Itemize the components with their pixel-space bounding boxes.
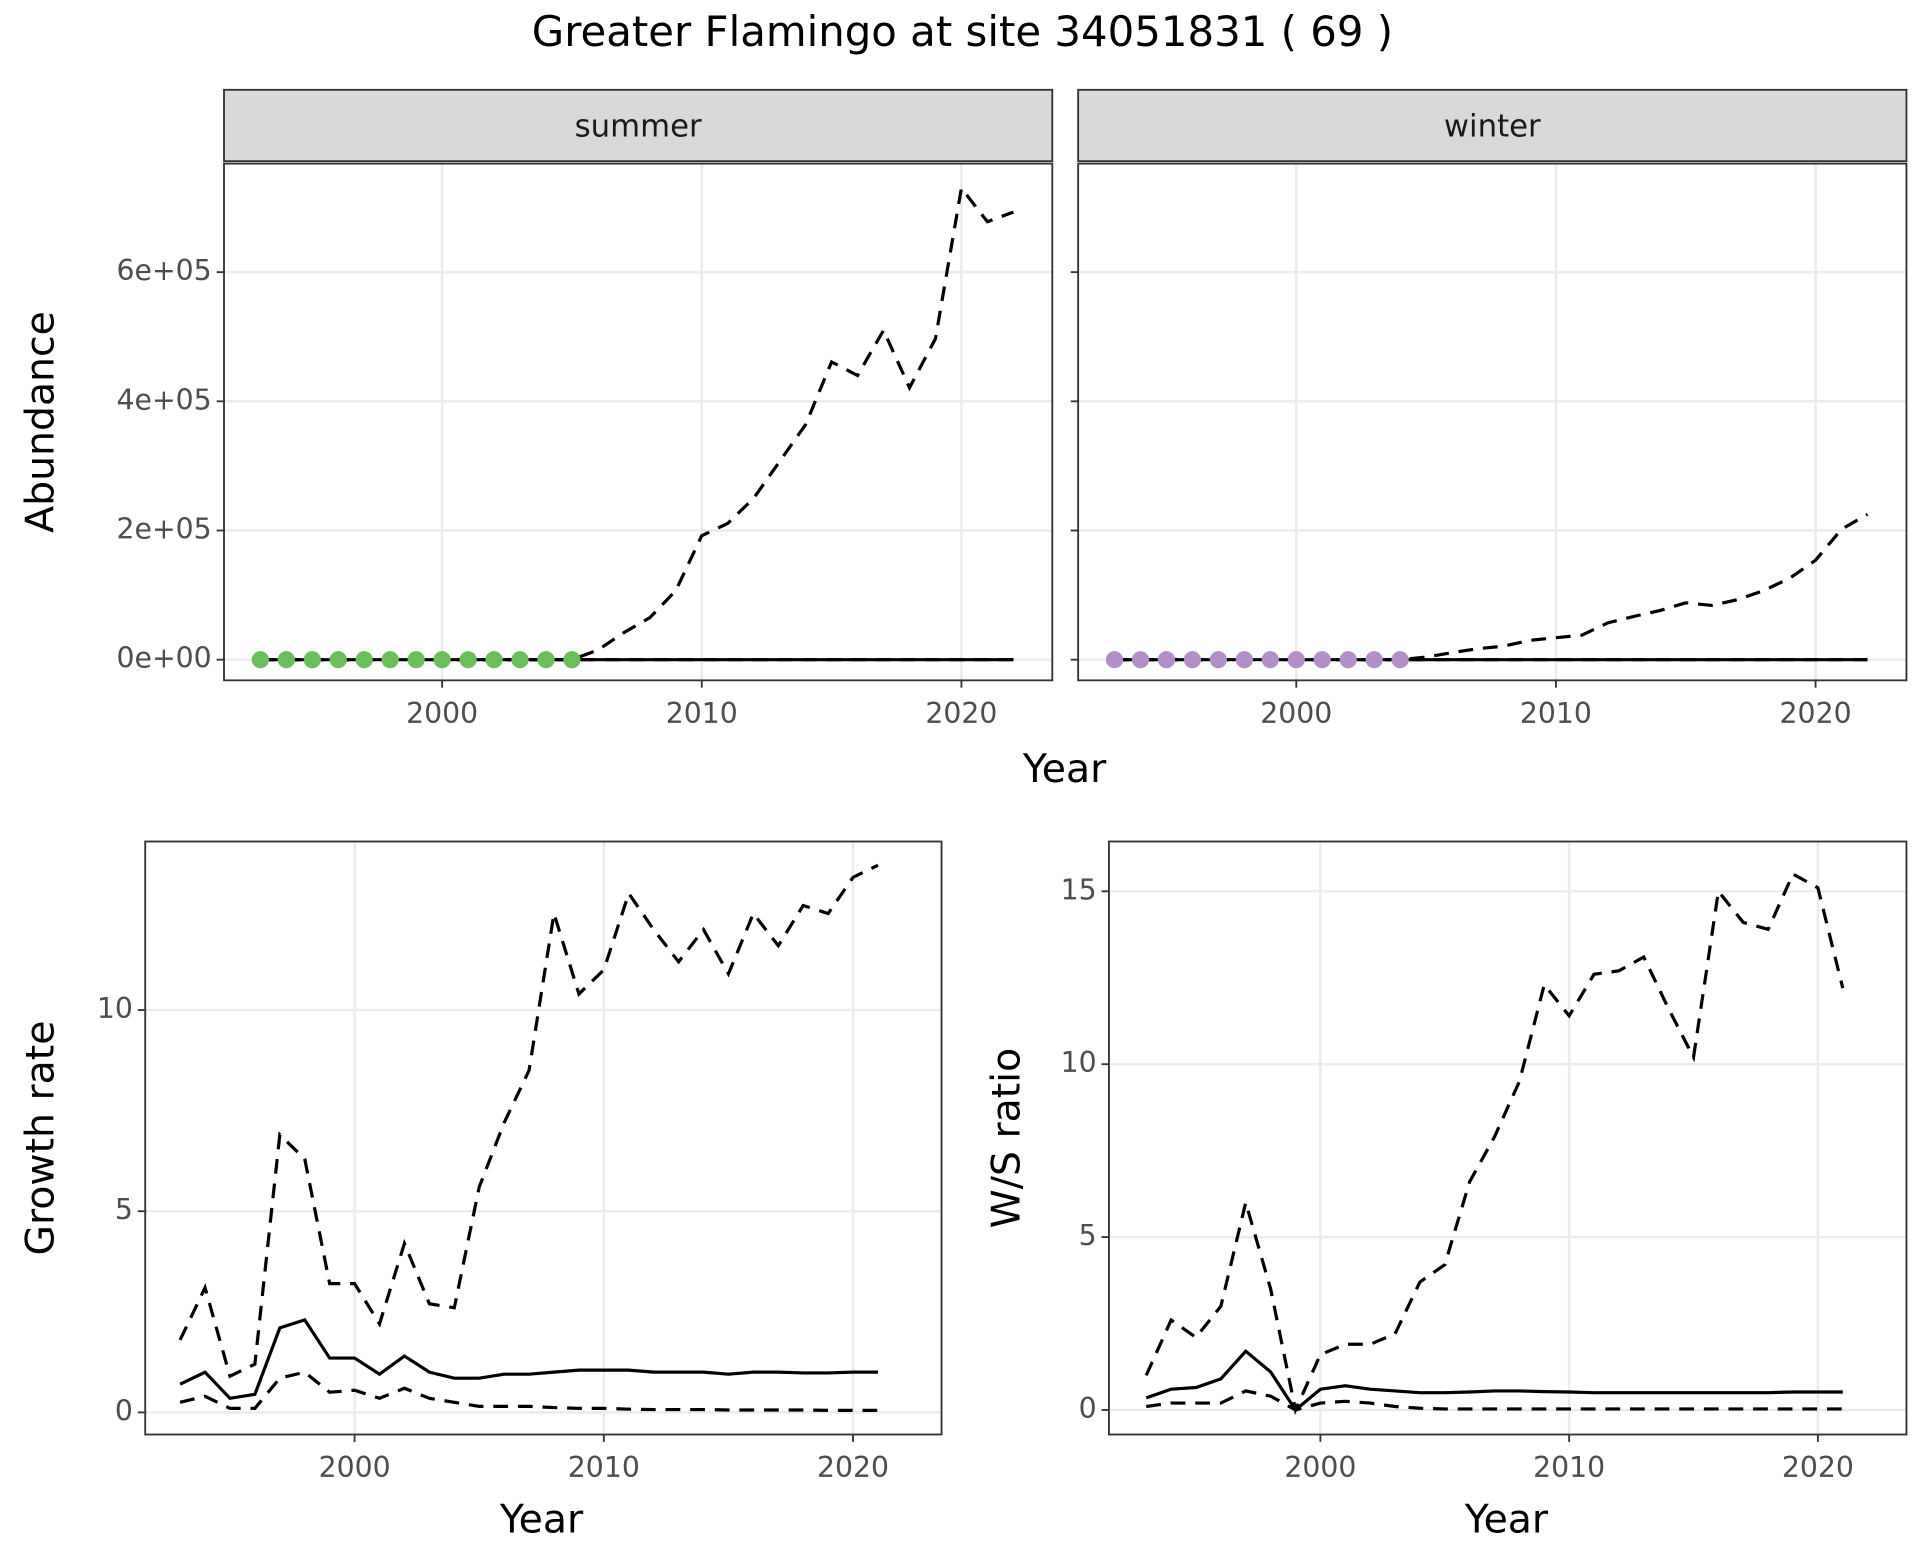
y-tick-label: 6e+05	[117, 254, 212, 287]
series-line	[179, 1317, 878, 1401]
plot-background	[1108, 841, 1907, 1435]
x-tick-label: 2010	[666, 697, 738, 730]
x-tick-label: 2010	[1520, 697, 1592, 730]
y-axis-title: Growth rate	[18, 1021, 64, 1256]
y-tick-label: 5	[115, 1193, 133, 1226]
point	[1261, 651, 1279, 669]
x-axis-title: Year	[1464, 1496, 1549, 1542]
plot-border	[1108, 840, 1908, 1436]
x-tick-label: 2010	[1533, 1451, 1605, 1484]
point	[537, 651, 555, 669]
y-tick-label: 2e+05	[117, 513, 212, 546]
x-tick-label: 2010	[568, 1451, 640, 1484]
plot-background	[224, 163, 1053, 681]
y-tick-label: 10	[1061, 1046, 1097, 1079]
grid	[145, 841, 942, 1435]
series-line	[179, 1370, 878, 1412]
x-axis-title: Year	[499, 1496, 584, 1542]
plot-background	[1078, 163, 1907, 681]
facet-strip	[223, 88, 1054, 163]
point	[433, 651, 451, 669]
point	[1287, 651, 1305, 669]
x-tick-label: 2000	[406, 697, 478, 730]
x-tick-label: 2020	[925, 697, 997, 730]
point	[1183, 651, 1202, 669]
plot-background	[145, 841, 942, 1435]
point	[1105, 651, 1124, 669]
point	[563, 651, 581, 669]
y-tick-label: 15	[1061, 873, 1097, 906]
point	[329, 651, 347, 669]
plot-border	[144, 840, 943, 1436]
x-tick-label: 2000	[1260, 697, 1332, 730]
point	[355, 651, 373, 669]
point	[407, 651, 425, 669]
point	[251, 651, 269, 669]
x-tick-label: 2020	[1782, 1451, 1854, 1484]
plot-border	[223, 162, 1054, 682]
x-tick-label: 2000	[1284, 1451, 1356, 1484]
point	[1131, 651, 1150, 669]
series-line	[178, 863, 879, 1379]
point	[459, 651, 477, 669]
point	[485, 651, 503, 669]
facet-strip	[1077, 88, 1908, 163]
x-tick-label: 2000	[319, 1451, 391, 1484]
point	[1157, 651, 1176, 669]
y-tick-label: 5	[1079, 1219, 1097, 1252]
point	[277, 651, 295, 669]
point	[1209, 651, 1227, 669]
point	[1339, 651, 1357, 669]
point	[1313, 651, 1331, 669]
y-tick-label: 4e+05	[117, 383, 212, 416]
point	[511, 651, 529, 669]
figure-title: Greater Flamingo at site 34051831 ( 69 )	[532, 7, 1393, 56]
y-tick-label: 10	[97, 992, 133, 1025]
point	[1235, 651, 1253, 669]
series-line	[1144, 871, 1845, 1416]
series-line	[1145, 1348, 1843, 1413]
facet-label: winter	[1444, 108, 1541, 144]
y-axis-title: Abundance	[18, 311, 64, 533]
series-line	[1146, 1389, 1843, 1412]
y-tick-label: 0e+00	[117, 642, 212, 675]
facet-label: summer	[575, 108, 702, 144]
y-tick-label: 0	[115, 1394, 133, 1427]
point	[303, 651, 321, 669]
y-tick-label: 0	[1079, 1392, 1097, 1425]
point	[381, 651, 399, 669]
point	[1391, 651, 1409, 669]
x-tick-label: 2020	[817, 1451, 889, 1484]
point	[1365, 651, 1383, 669]
y-axis-title: W/S ratio	[984, 1048, 1030, 1228]
x-tick-label: 2020	[1780, 697, 1852, 730]
x-axis-title: Year	[1022, 746, 1107, 792]
plot-border	[1077, 162, 1908, 682]
